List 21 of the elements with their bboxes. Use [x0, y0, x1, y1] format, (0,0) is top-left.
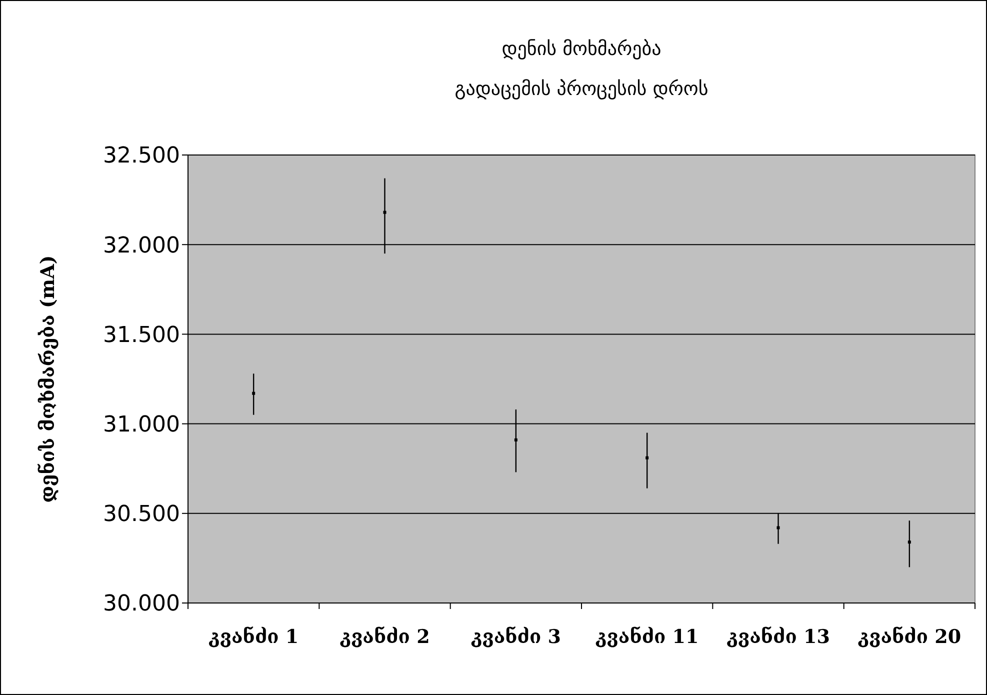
point: [776, 526, 780, 530]
chart-subtitle: გადაცემის პროცესის დროს: [454, 78, 708, 100]
point: [908, 540, 911, 544]
x-tick-label: კვანძი 2: [340, 626, 430, 648]
x-tick-label: კვანძი 1: [208, 626, 299, 648]
x-tick-label: კვანძი 3: [470, 626, 561, 648]
point: [383, 210, 386, 214]
x-tick-label: კვანძი 20: [858, 626, 962, 648]
x-tick-label: კვანძი 11: [595, 626, 699, 648]
y-tick-label: 30.000: [103, 592, 180, 617]
y-axis-title: დენის მოხმარება (mA): [37, 255, 59, 503]
point: [646, 456, 649, 460]
chart-title: დენის მოხმარება: [502, 38, 662, 60]
point: [252, 392, 256, 395]
y-tick-label: 32.500: [103, 144, 180, 169]
x-tick-label: კვანძი 13: [726, 626, 830, 648]
y-tick-label: 30.500: [103, 502, 180, 528]
y-tick-label: 32.000: [103, 233, 180, 258]
y-tick-label: 31.000: [103, 412, 180, 438]
point: [514, 438, 518, 442]
y-tick-label: 31.500: [103, 322, 180, 348]
